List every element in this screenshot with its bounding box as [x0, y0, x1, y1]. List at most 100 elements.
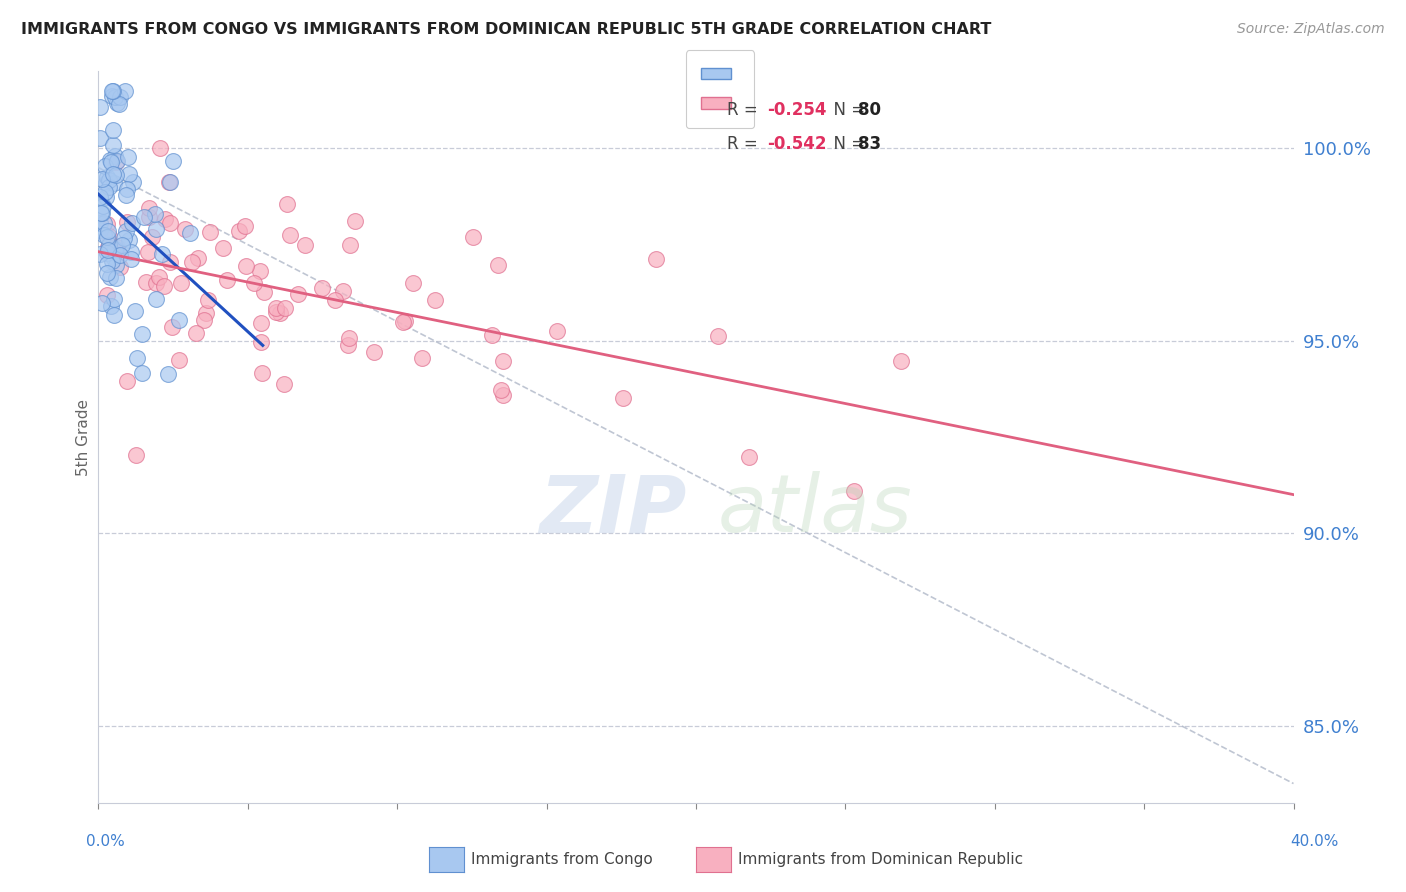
Point [159, 175, 181, 189]
Point [481, 327, 503, 342]
Point [193, 313, 215, 327]
Text: IMMIGRANTS FROM CONGO VS IMMIGRANTS FROM DOMINICAN REPUBLIC 5TH GRADE CORRELATIO: IMMIGRANTS FROM CONGO VS IMMIGRANTS FROM… [21, 22, 991, 37]
Point [186, 252, 208, 266]
Point [612, 391, 634, 405]
Point [125, 449, 148, 463]
Text: -0.254: -0.254 [766, 101, 827, 119]
Point [131, 367, 153, 381]
Point [344, 214, 367, 228]
Point [273, 376, 295, 391]
Point [110, 90, 132, 104]
Point [173, 222, 195, 236]
Point [233, 219, 256, 234]
Text: Immigrants from Dominican Republic: Immigrants from Dominican Republic [738, 853, 1024, 867]
Point [266, 304, 288, 318]
Text: 0.0%: 0.0% [86, 834, 125, 849]
Point [118, 233, 141, 247]
Point [100, 155, 122, 169]
Point [105, 258, 128, 272]
Point [287, 287, 309, 301]
Point [101, 84, 124, 98]
Point [644, 252, 666, 267]
Point [159, 216, 181, 230]
Point [264, 301, 287, 315]
Point [120, 252, 142, 267]
Point [363, 345, 385, 359]
Point [93, 159, 115, 173]
Point [249, 316, 271, 330]
Point [145, 293, 167, 307]
Point [194, 306, 217, 320]
Point [105, 240, 128, 254]
Point [411, 351, 433, 365]
Point [138, 202, 160, 216]
Point [90, 171, 112, 186]
Text: ZIP: ZIP [538, 471, 686, 549]
Point [159, 175, 181, 189]
Point [96, 170, 118, 185]
Text: R =: R = [727, 135, 763, 153]
Point [100, 254, 122, 268]
Point [104, 89, 127, 103]
Point [249, 264, 271, 278]
Text: atlas: atlas [718, 471, 912, 549]
Point [96, 257, 118, 271]
Point [101, 123, 124, 137]
Point [89, 100, 111, 114]
Point [546, 324, 568, 338]
Point [97, 224, 120, 238]
Point [492, 388, 515, 402]
Point [228, 224, 250, 238]
Point [141, 230, 163, 244]
Point [402, 276, 425, 290]
Point [463, 230, 485, 244]
Point [104, 154, 127, 169]
Point [148, 269, 170, 284]
Point [105, 169, 128, 183]
Point [105, 271, 128, 285]
Point [103, 138, 125, 153]
Point [98, 173, 121, 187]
Point [98, 240, 121, 254]
Point [136, 245, 159, 260]
Point [707, 328, 730, 343]
Text: 40.0%: 40.0% [1291, 834, 1339, 849]
Point [96, 266, 118, 280]
Point [180, 254, 202, 268]
Text: R =: R = [727, 101, 763, 119]
Point [107, 244, 129, 259]
Point [89, 216, 111, 230]
Point [138, 211, 160, 225]
Point [890, 354, 912, 368]
Point [294, 238, 316, 252]
Point [96, 288, 118, 302]
Point [153, 279, 176, 293]
Point [115, 187, 138, 202]
Point [127, 351, 149, 365]
Point [235, 259, 257, 273]
Point [197, 293, 219, 308]
Point [114, 84, 136, 98]
Point [132, 210, 155, 224]
Point [149, 141, 172, 155]
Text: Source: ZipAtlas.com: Source: ZipAtlas.com [1237, 22, 1385, 37]
Point [91, 296, 114, 310]
Text: N =: N = [823, 135, 870, 153]
Point [243, 276, 266, 290]
Point [217, 273, 239, 287]
Point [114, 224, 136, 238]
Point [276, 197, 298, 211]
Point [103, 242, 125, 256]
Point [339, 238, 361, 252]
Point [110, 260, 132, 274]
Point [391, 315, 413, 329]
Point [423, 293, 446, 308]
Point [337, 338, 360, 352]
Point [323, 293, 346, 307]
Point [107, 154, 129, 169]
Point [89, 189, 111, 203]
Point [120, 244, 142, 259]
Point [103, 292, 125, 306]
Point [162, 153, 184, 168]
Point [96, 230, 118, 244]
